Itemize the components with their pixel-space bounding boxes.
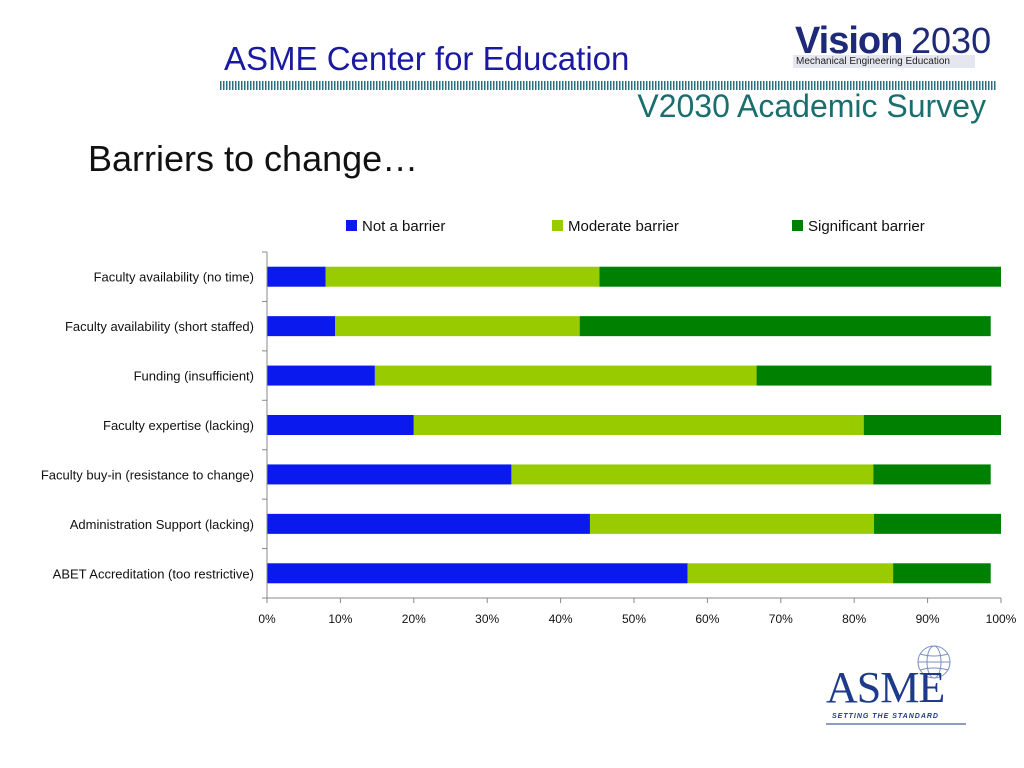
page-heading: Barriers to change… <box>88 138 419 179</box>
category-label: Administration Support (lacking) <box>70 517 254 532</box>
x-tick-label: 70% <box>769 612 793 626</box>
bar-segment <box>267 316 336 337</box>
x-tick-label: 40% <box>549 612 573 626</box>
x-tick-label: 60% <box>695 612 719 626</box>
bar-segment <box>267 464 512 485</box>
x-tick-label: 10% <box>328 612 352 626</box>
category-label: Funding (insufficient) <box>134 369 254 384</box>
category-label: Faculty buy-in (resistance to change) <box>41 467 254 482</box>
x-tick-label: 100% <box>986 612 1017 626</box>
legend-swatch <box>792 220 803 231</box>
header-title: ASME Center for Education <box>224 40 630 77</box>
header-subtitle: V2030 Academic Survey <box>637 88 986 124</box>
bar-segment <box>863 415 1001 435</box>
legend-swatch <box>552 220 563 231</box>
bar-segment <box>579 316 991 337</box>
x-tick-label: 0% <box>258 612 276 626</box>
vision-2030-logo: Vision 2030 Mechanical Engineering Educa… <box>793 20 991 72</box>
bar-segment <box>873 464 991 485</box>
category-label: Faculty availability (short staffed) <box>65 319 254 334</box>
stacked-bar-chart: Not a barrier Moderate barrier Significant… <box>41 218 1017 626</box>
asme-logo-tagline: SETTING THE STANDARD <box>832 713 939 720</box>
bar-segment <box>893 563 991 584</box>
vision-logo-tagline: Mechanical Engineering Education <box>793 55 975 68</box>
header-divider <box>220 81 996 90</box>
vision-logo-year: 2030 <box>911 20 992 61</box>
x-tick-label: 90% <box>916 612 940 626</box>
category-label: Faculty expertise (lacking) <box>103 418 254 433</box>
bar-segment <box>687 563 894 584</box>
legend-label: Significant barrier <box>808 218 925 235</box>
legend-swatch <box>346 220 357 231</box>
asme-logo: ASME SETTING THE STANDARD <box>826 645 966 725</box>
x-tick-label: 50% <box>622 612 646 626</box>
bar-segment <box>511 464 874 485</box>
bar-segment <box>589 513 875 534</box>
bar-segment <box>874 513 1001 534</box>
category-label: Faculty availability (no time) <box>94 270 254 285</box>
bar-segment <box>374 365 757 386</box>
bar-segment <box>267 563 688 584</box>
globe-icon <box>917 645 951 679</box>
bar-segment <box>267 415 414 435</box>
x-tick-label: 80% <box>842 612 866 626</box>
bar-segment <box>267 365 375 386</box>
bar-segment <box>325 266 600 287</box>
category-label: ABET Accreditation (too restrictive) <box>53 566 254 581</box>
bar-segment <box>599 266 1001 287</box>
bar-segment <box>756 365 992 386</box>
bar-segment <box>267 266 326 287</box>
asme-logo-text: ASME <box>826 663 944 712</box>
legend-label: Not a barrier <box>362 218 445 235</box>
bar-segment <box>413 415 864 435</box>
bar-segment <box>335 316 580 337</box>
bar-segment <box>267 513 590 534</box>
legend-label: Moderate barrier <box>568 218 679 235</box>
x-tick-label: 20% <box>402 612 426 626</box>
x-tick-label: 30% <box>475 612 499 626</box>
